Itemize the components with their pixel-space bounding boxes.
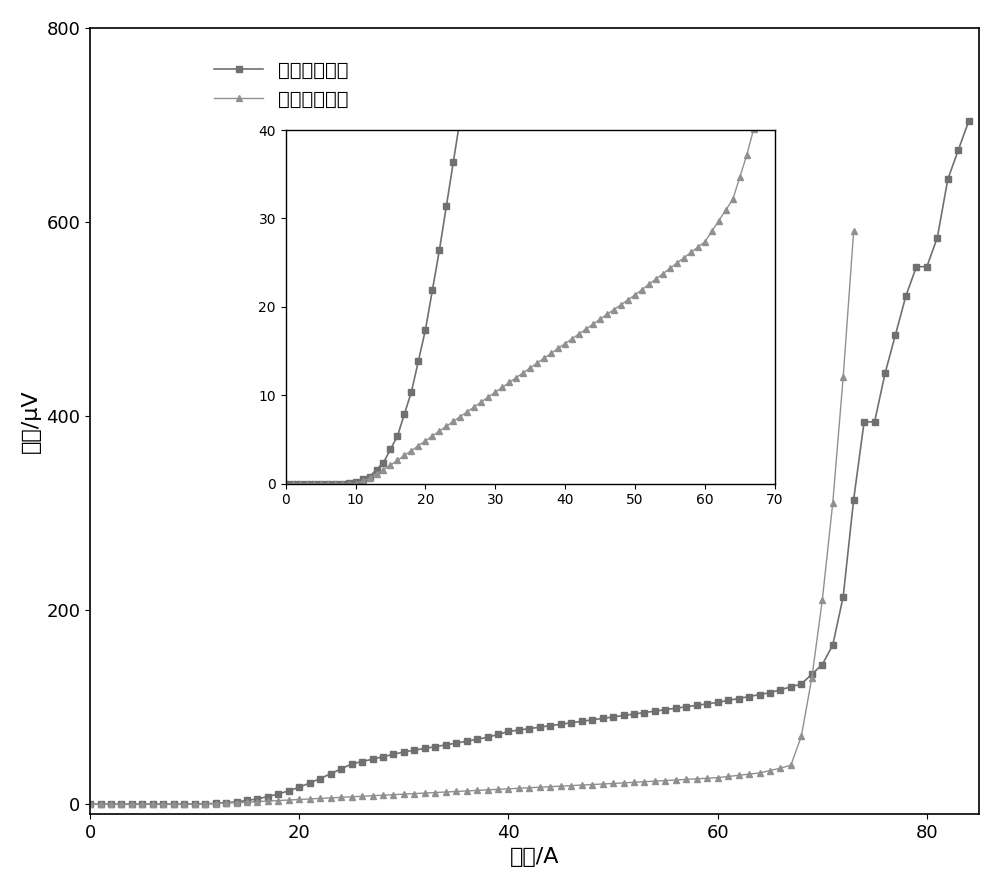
Legend: 超导夹层方案, 搞接接头方案: 超导夹层方案, 搞接接头方案 xyxy=(207,53,357,116)
搞接接头方案 xyxy=(774,763,786,773)
搞接接头方案 xyxy=(251,797,263,807)
超导夹层方案 xyxy=(910,261,922,272)
搞接接头方案 xyxy=(513,783,525,794)
超导夹层方案 xyxy=(231,797,243,807)
搞接接头方案 xyxy=(848,226,860,237)
Line: 搞接接头方案: 搞接接头方案 xyxy=(87,228,857,808)
超导夹层方案 xyxy=(356,757,368,767)
X-axis label: 电流/A: 电流/A xyxy=(510,847,559,868)
Line: 超导夹层方案: 超导夹层方案 xyxy=(87,117,972,808)
搞接接头方案 xyxy=(335,792,347,803)
超导夹层方案 xyxy=(84,799,96,810)
搞接接头方案 xyxy=(502,783,514,794)
超导夹层方案 xyxy=(346,758,358,769)
超导夹层方案 xyxy=(963,115,975,126)
搞接接头方案 xyxy=(241,797,253,807)
搞接接头方案 xyxy=(84,799,96,810)
Y-axis label: 电压/μV: 电压/μV xyxy=(21,389,41,453)
超导夹层方案 xyxy=(523,723,535,733)
超导夹层方案 xyxy=(387,749,399,759)
